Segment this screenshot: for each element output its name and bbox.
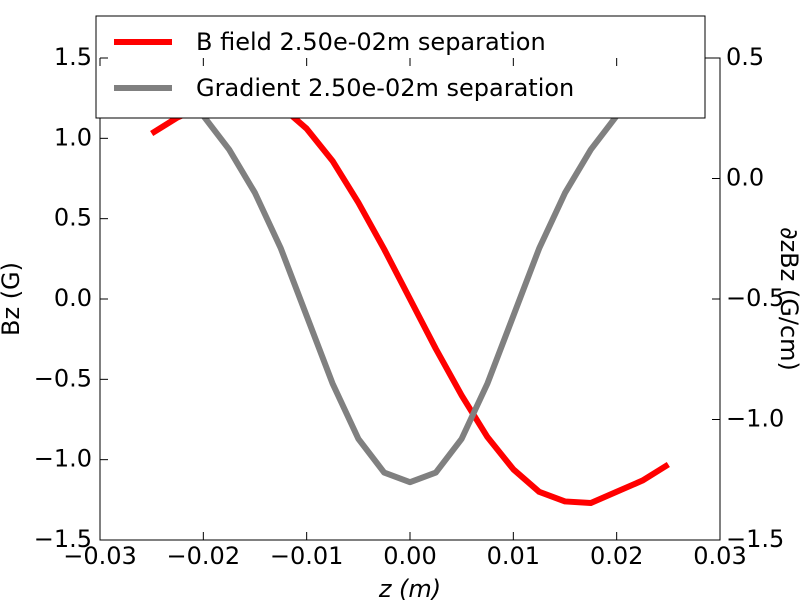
x-tick-label: 0.03	[693, 542, 746, 570]
x-tick-label: 0.01	[487, 542, 540, 570]
y-tick-label: −0.5	[34, 364, 92, 392]
data-line	[151, 83, 669, 486]
y2-tick-label: −1.5	[726, 525, 784, 553]
y-tick-label: 1.5	[54, 43, 92, 71]
x-tick-label: −0.01	[270, 542, 344, 570]
y-tick-label: 0.0	[54, 284, 92, 312]
legend-frame	[95, 15, 706, 119]
y-tick-label: −1.5	[34, 525, 92, 553]
y2-tick-label: −0.5	[726, 284, 784, 312]
y-tick-label: 1.0	[54, 123, 92, 151]
y2-axis-label: ∂zBz (G/cm)	[775, 227, 800, 371]
y-axis-label: Bz (G)	[0, 262, 25, 336]
y2-tick-label: 0.5	[726, 43, 764, 71]
legend-label: B field 2.50e-02m separation	[196, 28, 546, 56]
legend: B field 2.50e-02m separation Gradient 2.5…	[95, 15, 706, 119]
x-tick-label: −0.03	[63, 542, 137, 570]
x-tick-label: −0.02	[167, 542, 241, 570]
x-axis-label: z (m)	[378, 575, 441, 600]
legend-label: Gradient 2.50e-02m separation	[196, 74, 574, 102]
y-tick-label: 0.5	[54, 204, 92, 232]
x-tick-label: 0.00	[383, 542, 436, 570]
y-tick-label: −1.0	[34, 445, 92, 473]
y2-tick-label: −1.0	[726, 405, 784, 433]
x-tick-label: 0.02	[590, 542, 643, 570]
y2-tick-label: 0.0	[726, 164, 764, 192]
